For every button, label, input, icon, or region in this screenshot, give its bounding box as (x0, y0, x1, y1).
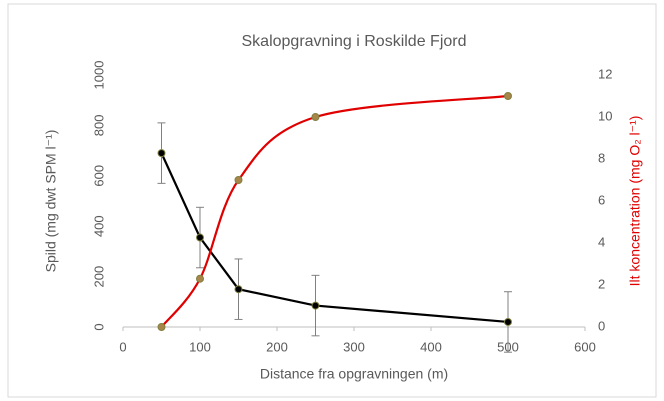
x-tick-label: 300 (343, 339, 365, 354)
x-axis-title: Distance fra opgravningen (m) (260, 366, 448, 382)
y-tick-label: 0 (91, 323, 106, 330)
marker (157, 149, 166, 158)
y-axis-title: Spild (mg dwt SPM l⁻¹) (43, 130, 59, 273)
y2-axis-title: Ilt koncentration (mg O₂ l⁻¹) (627, 116, 643, 287)
chart-title: Skalopgravning i Roskilde Fjord (242, 33, 467, 50)
y2-tick-label: 6 (598, 192, 605, 207)
y2-tick-label: 4 (598, 234, 605, 249)
marker (157, 323, 166, 331)
y-tick-label: 800 (91, 115, 106, 137)
marker (504, 92, 512, 100)
marker (234, 285, 243, 294)
y-tick-label: 1000 (91, 61, 106, 90)
y-tick-label: 600 (91, 165, 106, 187)
y2-tick-label: 8 (598, 150, 605, 165)
x-tick-label: 0 (119, 339, 126, 354)
y2-tick-label: 2 (598, 276, 605, 291)
x-tick-label: 100 (189, 339, 211, 354)
marker (311, 301, 320, 310)
x-tick-label: 400 (420, 339, 442, 354)
marker (234, 176, 243, 184)
y-tick-label: 400 (91, 215, 106, 237)
marker (504, 317, 512, 326)
x-tick-label: 600 (574, 339, 596, 354)
x-tick-label: 200 (266, 339, 288, 354)
y2-tick-label: 12 (598, 66, 612, 81)
marker (196, 274, 204, 283)
marker (196, 233, 204, 242)
y2-tick-label: 10 (598, 108, 612, 123)
marker (311, 113, 320, 121)
chart-frame (7, 3, 657, 398)
y2-tick-label: 0 (598, 318, 605, 333)
y-tick-label: 200 (91, 266, 106, 288)
